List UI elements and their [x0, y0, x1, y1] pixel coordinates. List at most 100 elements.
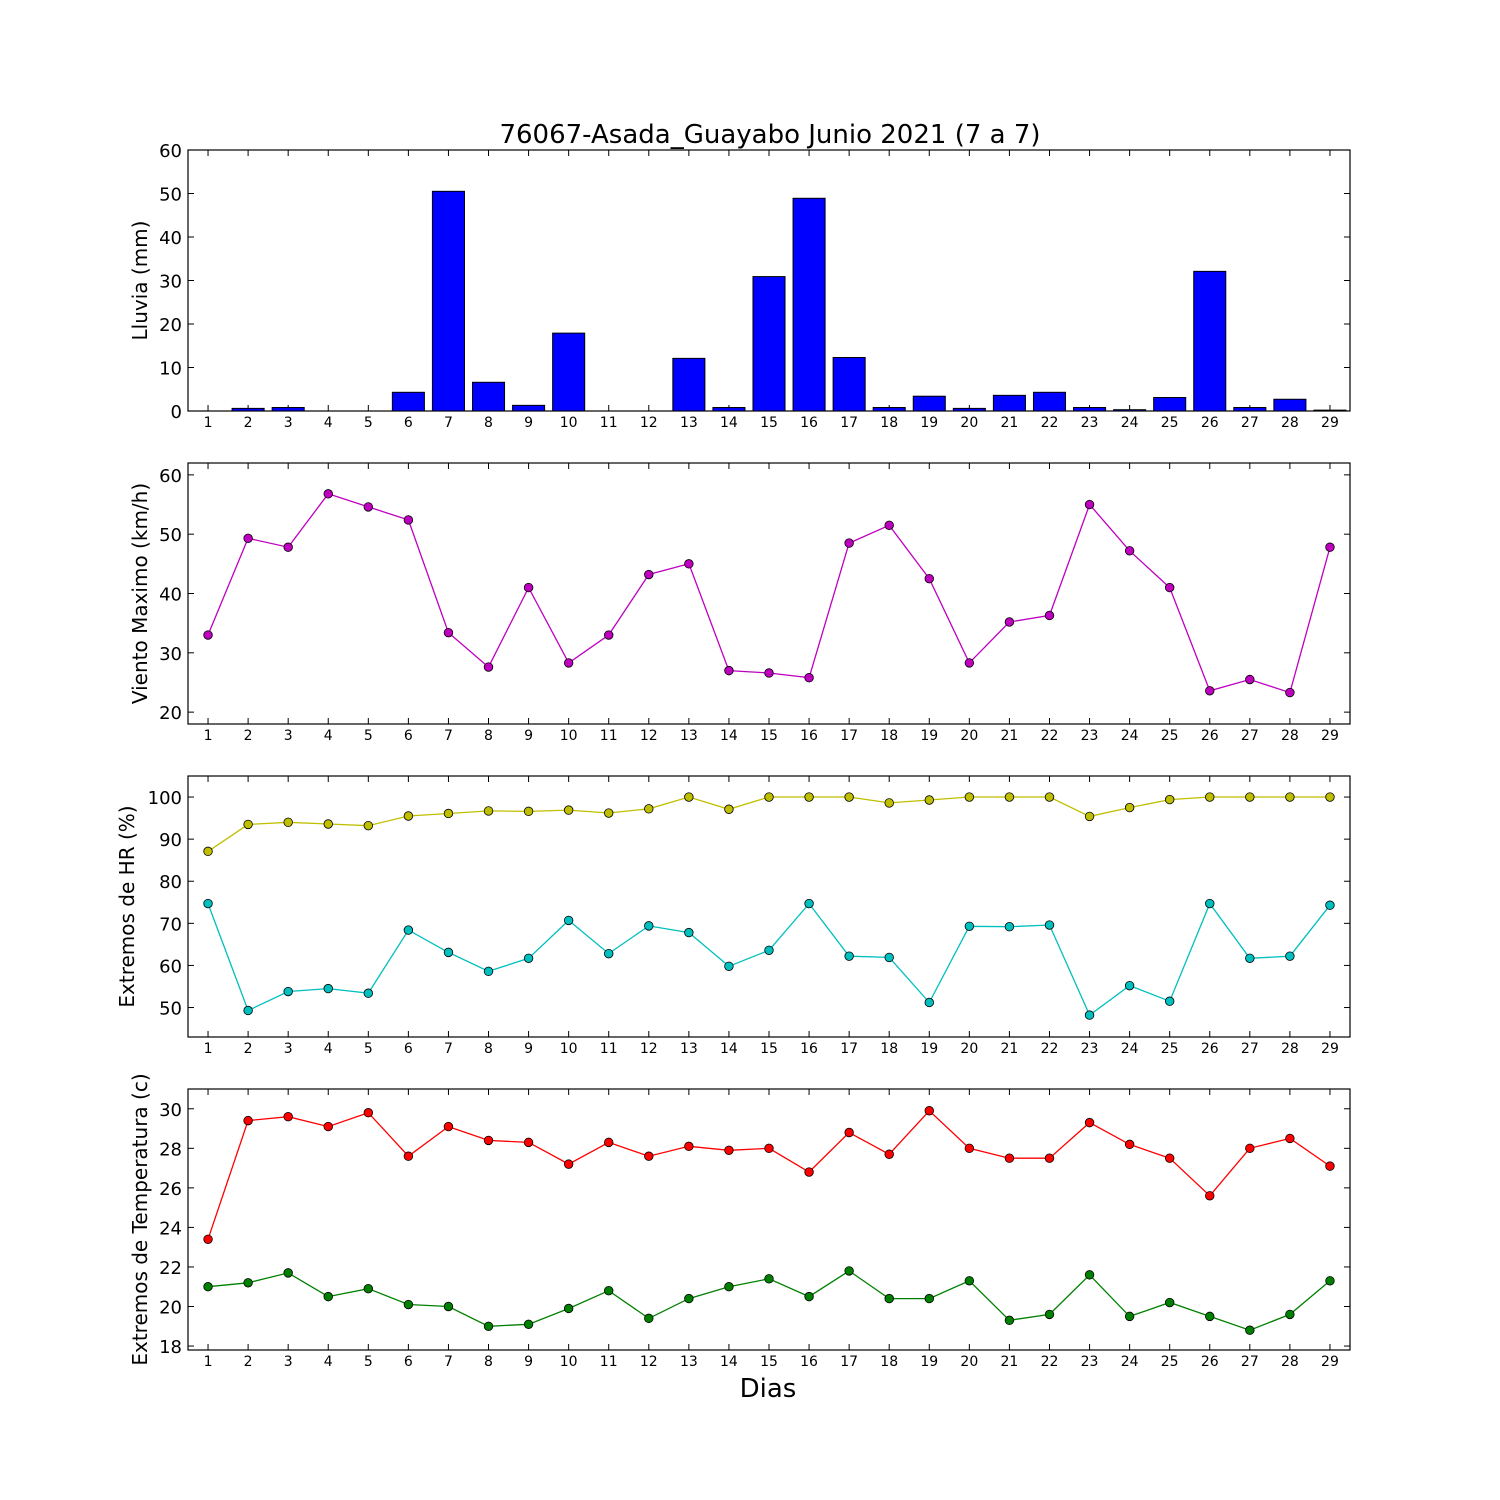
data-point [764, 1143, 774, 1154]
x-tick-label: 4 [324, 728, 333, 744]
x-tick-label: 13 [680, 728, 698, 744]
data-point [1325, 792, 1335, 802]
data-point [844, 1127, 854, 1138]
data-point [283, 1111, 293, 1122]
x-tick-label: 22 [1041, 1354, 1059, 1370]
data-point [884, 520, 894, 530]
data-point [523, 953, 534, 963]
data-point [604, 948, 614, 959]
x-tick-label: 29 [1321, 415, 1339, 431]
x-tick-label: 16 [800, 1041, 818, 1057]
bar [1032, 391, 1067, 412]
data-point [724, 1145, 734, 1155]
data-point [483, 1135, 494, 1146]
x-axis-label: Dias [740, 1374, 797, 1404]
data-point [203, 1234, 213, 1244]
x-tick-label: 11 [600, 1354, 618, 1370]
data-point [604, 808, 614, 818]
y-axis-label: Extremos de Temperatura (c) [128, 1073, 152, 1365]
data-point [604, 1137, 614, 1148]
data-point [924, 1106, 934, 1116]
x-tick-label: 14 [720, 1354, 738, 1370]
data-point [924, 1293, 934, 1304]
x-tick-label: 20 [960, 1041, 978, 1057]
bar [912, 395, 946, 412]
y-tick-label: 10 [159, 359, 182, 380]
x-tick-label: 6 [404, 728, 413, 744]
bar [832, 356, 866, 412]
x-tick-label: 27 [1241, 1354, 1259, 1370]
x-tick-label: 1 [204, 1041, 213, 1057]
x-tick-label: 7 [444, 728, 453, 744]
data-point [1285, 687, 1295, 698]
y-tick-label: 50 [159, 525, 182, 546]
data-point [283, 1268, 293, 1278]
x-tick-label: 23 [1081, 1354, 1099, 1370]
bar [271, 407, 305, 412]
x-tick-label: 15 [760, 1041, 778, 1057]
x-tick-label: 16 [800, 415, 818, 431]
x-tick-label: 19 [920, 1354, 938, 1370]
y-axis-label: Lluvia (mm) [128, 221, 152, 341]
data-point [523, 806, 534, 817]
data-point [1124, 980, 1135, 991]
data-point [1325, 542, 1335, 552]
data-point [1124, 1311, 1135, 1322]
data-point [684, 1141, 694, 1152]
data-point [724, 665, 734, 676]
data-point [1124, 1139, 1135, 1150]
data-point [323, 819, 333, 829]
x-tick-label: 18 [880, 728, 898, 744]
x-tick-label: 9 [524, 1041, 533, 1057]
y-tick-label: 60 [159, 141, 182, 162]
x-tick-label: 26 [1201, 415, 1219, 431]
y-tick-label: 24 [159, 1218, 182, 1239]
x-tick-label: 2 [244, 728, 253, 744]
x-tick-label: 28 [1281, 728, 1299, 744]
x-tick-label: 25 [1161, 1354, 1179, 1370]
x-tick-label: 28 [1281, 415, 1299, 431]
data-point [483, 806, 494, 816]
x-tick-label: 13 [680, 1354, 698, 1370]
data-point [443, 627, 454, 638]
data-point [1205, 898, 1215, 909]
data-point [1124, 802, 1135, 813]
x-tick-label: 14 [720, 415, 738, 431]
bar [792, 197, 826, 412]
x-tick-label: 3 [284, 728, 293, 744]
data-point [964, 792, 975, 802]
data-point [1044, 610, 1055, 621]
data-point [804, 898, 814, 909]
data-point [203, 1282, 213, 1292]
data-point [1164, 582, 1175, 593]
data-point [644, 921, 654, 931]
data-point [844, 538, 854, 548]
data-point [764, 945, 774, 955]
data-point [964, 658, 975, 668]
x-tick-label: 12 [640, 415, 658, 431]
x-tick-label: 9 [524, 728, 533, 744]
data-point [363, 988, 374, 998]
x-tick-label: 11 [600, 728, 618, 744]
bar [992, 394, 1026, 412]
x-tick-label: 2 [244, 415, 253, 431]
x-tick-label: 5 [364, 728, 373, 744]
x-tick-label: 2 [244, 1041, 253, 1057]
x-tick-label: 25 [1161, 1041, 1179, 1057]
x-tick-label: 10 [560, 1354, 578, 1370]
bar [431, 190, 465, 412]
y-tick-label: 0 [171, 402, 182, 423]
data-point [924, 795, 934, 805]
x-tick-label: 14 [720, 728, 738, 744]
data-point [1004, 1315, 1015, 1326]
x-tick-label: 4 [324, 415, 333, 431]
x-tick-label: 12 [640, 1354, 658, 1370]
data-point [1124, 546, 1135, 556]
x-tick-label: 29 [1321, 728, 1339, 744]
data-point [924, 573, 934, 584]
x-tick-label: 8 [484, 1041, 493, 1057]
data-point [1004, 922, 1015, 932]
